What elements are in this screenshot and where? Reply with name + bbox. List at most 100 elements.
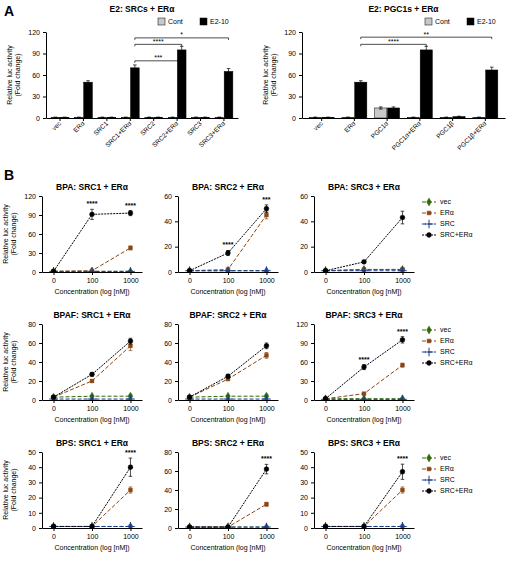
y-axis: 0306090120: [296, 321, 314, 404]
error-bar-cap: [77, 117, 81, 118]
error-bar: [194, 117, 198, 118]
legend-label: vec: [440, 326, 451, 333]
tick-mark: [130, 400, 131, 403]
error-bar: [401, 487, 405, 493]
tick-mark: [311, 482, 314, 483]
bar: [84, 82, 93, 118]
tick: 1000: [395, 272, 411, 284]
series-line: [190, 346, 267, 397]
marker: [90, 525, 94, 528]
tick-mark: [311, 324, 314, 325]
chart-title: BPAF: SRC2 + ERα: [189, 310, 267, 320]
tick-label: 60: [28, 231, 36, 238]
marker: [265, 502, 269, 506]
x-axis-title: Concentration (log [nM]): [326, 288, 401, 296]
error-bar: [124, 117, 128, 118]
error-bar: [90, 209, 94, 219]
x-axis-title: Concentration (log [nM]): [326, 416, 401, 424]
tick: 60: [164, 193, 178, 200]
tick-mark: [311, 498, 314, 499]
tick: 100: [223, 400, 235, 412]
marker: [88, 395, 97, 400]
error-bar: [54, 117, 58, 118]
marker: [323, 268, 328, 272]
tick-mark: [39, 400, 42, 401]
tick: ERα: [343, 118, 357, 134]
y-axis-title: Relative luc activity(Fold change): [262, 45, 278, 105]
tick-label: 120: [296, 321, 308, 328]
tick-mark: [228, 528, 229, 531]
tick-mark: [39, 234, 42, 235]
tick: 20: [164, 243, 178, 250]
error-bar-cap: [194, 117, 198, 118]
error-bar: [265, 353, 269, 359]
tick-mark: [266, 400, 267, 403]
error-bar: [129, 211, 133, 216]
tick-label: 30: [28, 250, 36, 257]
marker: [324, 397, 328, 400]
figure: AE2: SRCs + ERα0306090120Relative luc ac…: [0, 0, 514, 577]
marker: [188, 395, 192, 399]
error-bar-cap: [490, 67, 494, 68]
tick-mark: [39, 343, 42, 344]
chart-title: BPS: SRC1 + ERα: [56, 438, 129, 448]
tick-mark: [177, 118, 178, 121]
tick: 0: [168, 397, 178, 404]
tick: 1000: [395, 528, 411, 540]
line-chart: BPAF: SRC1 + ERα020406080Relative luc ac…: [2, 310, 143, 424]
axis-line: [42, 197, 43, 273]
tick-mark: [364, 272, 365, 275]
tick-label: SRC2+ERα: [151, 119, 180, 148]
tick-mark: [299, 97, 302, 98]
marker: [398, 395, 407, 400]
tick-label: PGC1α+ERα: [390, 119, 422, 151]
error-bar: [77, 117, 81, 118]
tick-label: 120: [28, 29, 40, 36]
tick: PGC1α+ERα: [390, 118, 422, 151]
legend-label: Cont: [168, 18, 183, 25]
x-axis-title: Concentration (log [nM]): [326, 544, 401, 552]
bar: [486, 70, 498, 118]
error-bar-cap: [156, 117, 160, 118]
line-chart: BPS: SRC1 + ERα01020304050Relative luc a…: [2, 438, 143, 552]
marker: [52, 525, 56, 528]
significance-label: ****: [125, 202, 136, 209]
legend: vecERαSRCSRC+ERα: [422, 326, 473, 366]
error-bar: [171, 117, 175, 118]
tick-mark: [175, 247, 178, 248]
tick-label: 40: [28, 359, 36, 366]
marker: [90, 524, 95, 528]
tick: PGC1α: [369, 118, 389, 140]
error-bar: [147, 117, 151, 118]
tick: 10: [300, 510, 314, 517]
marker: [226, 251, 231, 256]
tick: 120: [284, 29, 302, 36]
error-bar: [313, 117, 317, 118]
marker: [224, 395, 233, 400]
marker: [262, 266, 271, 272]
error-bar-cap: [101, 117, 105, 118]
error-bar-cap: [218, 117, 222, 118]
marker: [187, 268, 192, 272]
legend-marker: [427, 233, 432, 238]
tick-label: 20: [28, 378, 36, 385]
tick-mark: [39, 362, 42, 363]
tick-label: 100: [223, 533, 235, 540]
error-bar-cap: [265, 358, 269, 359]
tick: 100: [223, 528, 235, 540]
tick: 40: [28, 464, 42, 471]
error-bar-cap: [313, 117, 317, 118]
tick: 30: [28, 479, 42, 486]
error-bar-cap: [477, 117, 481, 118]
legend-label: ERα: [440, 209, 454, 216]
tick: 0: [304, 269, 314, 276]
tick-mark: [54, 400, 55, 403]
tick: 0: [324, 400, 328, 412]
marker: [362, 525, 366, 528]
tick-mark: [402, 528, 403, 531]
tick-mark: [39, 196, 42, 197]
series-line: [326, 365, 403, 399]
marker: [224, 523, 233, 528]
tick-label: 0: [52, 277, 56, 284]
marker: [362, 259, 367, 264]
